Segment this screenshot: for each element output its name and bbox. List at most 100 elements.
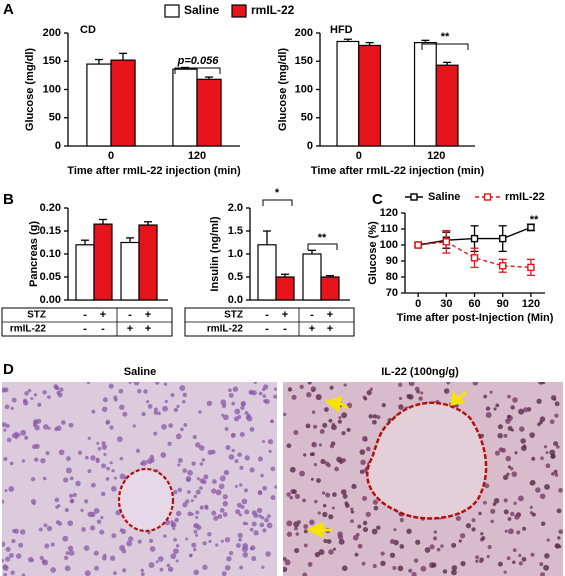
- nucleus: [318, 549, 325, 556]
- nucleus: [133, 382, 140, 386]
- nucleus: [23, 398, 28, 403]
- nucleus: [549, 419, 555, 425]
- nucleus: [180, 427, 184, 432]
- marker: [470, 234, 479, 243]
- nucleus: [436, 547, 441, 552]
- x-tick-label: 120: [188, 150, 206, 162]
- nucleus: [489, 390, 493, 394]
- y-tick-label: 0: [307, 140, 313, 152]
- nucleus: [105, 419, 111, 425]
- nucleus: [536, 398, 542, 404]
- y-tick-label: 200: [295, 27, 313, 39]
- nucleus: [239, 483, 243, 487]
- table-cell: -: [128, 309, 132, 321]
- nucleus: [307, 562, 313, 567]
- nucleus: [221, 571, 227, 576]
- nucleus: [328, 514, 334, 520]
- nucleus: [239, 431, 245, 438]
- nucleus: [213, 515, 219, 521]
- y-tick-label: 1.5: [228, 225, 243, 237]
- nucleus: [372, 499, 379, 505]
- nucleus: [100, 515, 104, 520]
- nucleus: [234, 408, 241, 415]
- nucleus: [141, 412, 146, 417]
- subtitle: CD: [80, 24, 96, 36]
- nucleus: [182, 468, 187, 473]
- nucleus: [211, 510, 217, 516]
- nucleus: [465, 522, 472, 529]
- nucleus: [2, 499, 5, 504]
- nucleus: [244, 455, 250, 461]
- nucleus: [97, 447, 102, 451]
- table-cell: +: [327, 309, 333, 321]
- nucleus: [240, 504, 245, 510]
- nucleus: [160, 452, 167, 458]
- nucleus: [63, 555, 69, 561]
- nucleus: [251, 521, 257, 527]
- nucleus: [399, 518, 404, 523]
- nucleus: [37, 402, 42, 407]
- nucleus: [328, 418, 333, 423]
- nucleus: [343, 383, 347, 387]
- nucleus: [545, 463, 551, 469]
- y-tick-label: 50: [301, 112, 313, 124]
- nucleus: [56, 390, 61, 395]
- nucleus: [507, 414, 511, 419]
- nucleus: [170, 520, 174, 524]
- nucleus: [143, 389, 148, 394]
- nucleus: [451, 542, 457, 548]
- nucleus: [314, 499, 318, 504]
- nucleus: [510, 405, 515, 410]
- nucleus: [65, 467, 72, 474]
- nucleus: [341, 431, 346, 436]
- significance-bracket: [421, 43, 469, 50]
- nucleus: [420, 391, 424, 395]
- nucleus: [328, 549, 334, 555]
- cell-nuclei: [2, 382, 277, 576]
- nucleus: [146, 458, 153, 465]
- legend-label: rmIL-22: [505, 191, 545, 203]
- nucleus: [43, 523, 48, 528]
- table-cell: +: [127, 323, 133, 335]
- nucleus: [540, 572, 545, 576]
- nucleus: [172, 527, 176, 531]
- nucleus: [242, 542, 249, 549]
- x-axis-label: Time after rmIL-22 injection (min): [311, 165, 485, 177]
- nucleus: [3, 572, 7, 576]
- nucleus: [27, 388, 32, 393]
- nucleus: [392, 565, 397, 571]
- nucleus: [398, 404, 404, 410]
- significance-bracket: [262, 199, 293, 206]
- annotation: p=0.056: [177, 55, 220, 67]
- nucleus: [195, 510, 200, 515]
- nucleus: [199, 462, 204, 466]
- y-tick-label: 0.20: [40, 202, 61, 214]
- nucleus: [201, 458, 206, 462]
- nucleus: [44, 543, 50, 549]
- nucleus: [89, 525, 96, 531]
- table-row-label: STZ: [224, 310, 243, 321]
- nucleus: [373, 505, 379, 511]
- nucleus: [362, 527, 369, 533]
- nucleus: [249, 527, 254, 532]
- nucleus: [331, 506, 335, 510]
- nucleus: [70, 498, 75, 504]
- nucleus: [13, 431, 19, 437]
- nucleus: [10, 406, 14, 410]
- nucleus: [63, 477, 69, 483]
- line: [418, 241, 531, 269]
- nucleus: [350, 507, 354, 511]
- nucleus: [538, 420, 543, 425]
- nucleus: [350, 510, 355, 514]
- y-tick-label: 50: [49, 112, 61, 124]
- nucleus: [408, 394, 414, 400]
- nucleus: [264, 398, 270, 405]
- nucleus: [85, 455, 89, 460]
- nucleus: [485, 412, 492, 418]
- nucleus: [284, 559, 291, 566]
- nucleus: [113, 476, 117, 480]
- nucleus: [95, 457, 100, 461]
- nucleus: [510, 428, 514, 432]
- nucleus: [506, 556, 511, 561]
